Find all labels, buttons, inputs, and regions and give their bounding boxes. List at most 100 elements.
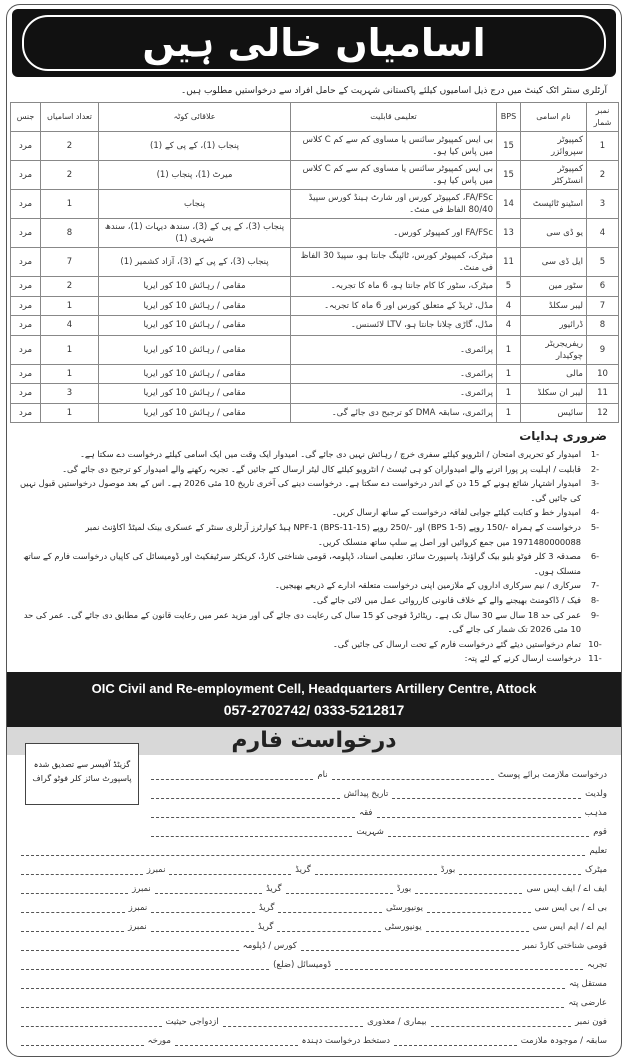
page-title: اسامیاں خالی ہیں: [142, 21, 486, 65]
form-field-blank[interactable]: [151, 770, 314, 780]
form-row: عارضی پتہ: [21, 989, 607, 1008]
instruction-item: -8 فیک / ڈاکومنٹ بھیجنے والے کے خلاف قانو…: [19, 593, 609, 608]
table-cell: سائیس: [520, 402, 587, 423]
form-field-blank[interactable]: [285, 884, 393, 894]
form-field-label: بی اے / بی ایس سی: [534, 902, 607, 913]
form-field-blank[interactable]: [314, 865, 437, 875]
table-cell: 15: [496, 160, 521, 190]
table-cell: 4: [496, 295, 521, 316]
form-field-blank[interactable]: [154, 884, 262, 894]
instruction-item: -4 امیدوار خط و کتابت کیلئے جوابی لفافہ د…: [19, 505, 609, 520]
form-field-blank[interactable]: [21, 865, 143, 875]
form-field-blank[interactable]: [334, 960, 584, 970]
table-cell: ایل ڈی سی: [520, 247, 587, 277]
instruction-item: -2 قابلیت / اہلیت پر پورا اترنے والے امید…: [19, 462, 609, 477]
form-field-blank[interactable]: [392, 789, 582, 799]
table-cell: 2: [40, 276, 99, 297]
form-field-blank[interactable]: [20, 960, 270, 970]
column-header: نام اسامی: [520, 102, 587, 132]
table-row: 12 سائیس 1 پرائمری، سابقہ DMA کو ترجیح دی ج…: [10, 402, 619, 423]
form-field-blank[interactable]: [387, 827, 590, 837]
form-field-blank[interactable]: [415, 884, 523, 894]
form-field-blank[interactable]: [300, 941, 519, 951]
table-cell: 8: [40, 218, 99, 248]
form-field-blank[interactable]: [150, 827, 353, 837]
form-field-blank[interactable]: [277, 922, 381, 932]
form-field-blank[interactable]: [151, 903, 255, 913]
form-row: فون نمبر بیماری / معذوری ازدواجی حیثیت: [21, 1008, 607, 1027]
form-field-blank[interactable]: [20, 903, 125, 913]
form-row: درخواست ملازمت برائے پوسٹ نام: [151, 761, 607, 780]
instruction-number: -11: [588, 653, 602, 664]
form-field-blank[interactable]: [150, 789, 340, 799]
form-field-blank[interactable]: [169, 865, 292, 875]
form-field-label: نمبرز: [132, 883, 151, 894]
form-field-blank[interactable]: [430, 1017, 572, 1027]
application-form: گزیٹڈ آفیسر سے تصدیق شدہ پاسپورٹ سائز کل…: [7, 742, 621, 1046]
form-field-label: ازدواجی حیثیت: [165, 1016, 219, 1027]
table-cell: 4: [496, 315, 521, 336]
contact-phones: 057-2702742/ 0333-5212817: [223, 701, 405, 718]
instruction-item: -7 سرکاری / نیم سرکاری اداروں کے ملازمین …: [19, 578, 609, 593]
instruction-number: -10: [588, 638, 602, 649]
form-row: تجربہ ڈومیسائل (ضلع): [20, 951, 607, 970]
instruction-item: -3 امیدوار اشتہار شائع ہونے کے 15 دن کے ا…: [19, 476, 609, 505]
form-field-blank[interactable]: [459, 865, 582, 875]
form-field-blank[interactable]: [20, 1036, 144, 1046]
table-row: 10 مالی 1 پرائمری۔ مقامی / رہائش 10 کور ایری…: [10, 363, 619, 384]
form-field-blank[interactable]: [174, 1036, 298, 1046]
table-cell: مرد: [10, 383, 41, 404]
instruction-number: -5: [590, 521, 600, 532]
form-field-blank[interactable]: [21, 1017, 162, 1027]
form-field-label: فقہ: [359, 807, 373, 818]
form-field-blank[interactable]: [21, 979, 565, 989]
form-field-blank[interactable]: [21, 941, 239, 951]
form-field-blank[interactable]: [278, 903, 383, 913]
table-cell: مرد: [10, 160, 41, 190]
form-field-label: بورڈ: [396, 883, 412, 894]
table-cell: مقامی / رہائش 10 کور ایریا: [98, 363, 291, 384]
form-field-blank[interactable]: [21, 998, 565, 1008]
form-field-blank[interactable]: [21, 884, 129, 894]
table-cell: 4: [586, 218, 619, 248]
table-cell: مرد: [10, 334, 41, 365]
table-cell: 11: [496, 247, 521, 277]
instruction-item: -11 درخواست ارسال کرنے کے لئے پتہ:: [19, 651, 609, 666]
form-field-label: تاریخ پیدائش: [343, 788, 389, 799]
table-cell: 4: [40, 315, 99, 336]
table-cell: مالی: [520, 363, 587, 384]
form-field-blank[interactable]: [427, 903, 531, 913]
table-cell: FA/FSc، کمپیوٹر کورس اور شارٹ ہینڈ کورس …: [290, 189, 497, 219]
table-cell: مرد: [10, 131, 41, 161]
table-cell: میٹرک، سٹور کا کام جانتا ہو، 6 ماہ کا تج…: [290, 276, 497, 297]
table-cell: 15: [496, 131, 521, 161]
form-field-blank[interactable]: [222, 1017, 364, 1027]
table-cell: 1: [496, 402, 521, 423]
table-cell: 14: [496, 189, 521, 219]
form-field-blank[interactable]: [394, 1036, 517, 1046]
instruction-text: مصدقہ 3 کلر فوٹو بلیو بیک گراؤنڈ، پاسپور…: [23, 551, 581, 576]
column-header: علاقائی کوٹہ: [98, 102, 291, 132]
form-field-blank[interactable]: [425, 922, 529, 932]
form-field-label: گریڈ: [265, 883, 282, 894]
form-field-blank[interactable]: [151, 808, 356, 818]
form-field-label: نمبرز: [128, 902, 148, 913]
instruction-number: -3: [590, 478, 600, 489]
form-field-label: کورس / ڈپلومہ: [242, 940, 297, 951]
instruction-number: -9: [590, 609, 600, 620]
form-field-blank[interactable]: [331, 770, 494, 780]
table-row: 2 کمپیوٹر انسٹرکٹر 15 بی ایس کمپیوٹر سائنس …: [10, 160, 619, 190]
form-field-blank[interactable]: [20, 922, 125, 932]
form-field-label: نام: [317, 769, 328, 780]
table-cell: مرد: [10, 276, 41, 297]
form-field-blank[interactable]: [376, 808, 581, 818]
table-cell: پرائمری۔: [290, 334, 497, 365]
form-field-label: گریڈ: [258, 902, 275, 913]
column-header: جنس: [10, 102, 41, 132]
instruction-text: تمام درخواستیں دیئے گئے درخواست فارم کے …: [332, 638, 581, 649]
form-field-blank[interactable]: [21, 846, 586, 856]
instruction-item: -6 مصدقہ 3 کلر فوٹو بلیو بیک گراؤنڈ، پاسپ…: [19, 549, 609, 578]
form-field-blank[interactable]: [150, 922, 254, 932]
form-field-label: عارضی پتہ: [568, 997, 607, 1008]
table-cell: 6: [586, 276, 619, 297]
